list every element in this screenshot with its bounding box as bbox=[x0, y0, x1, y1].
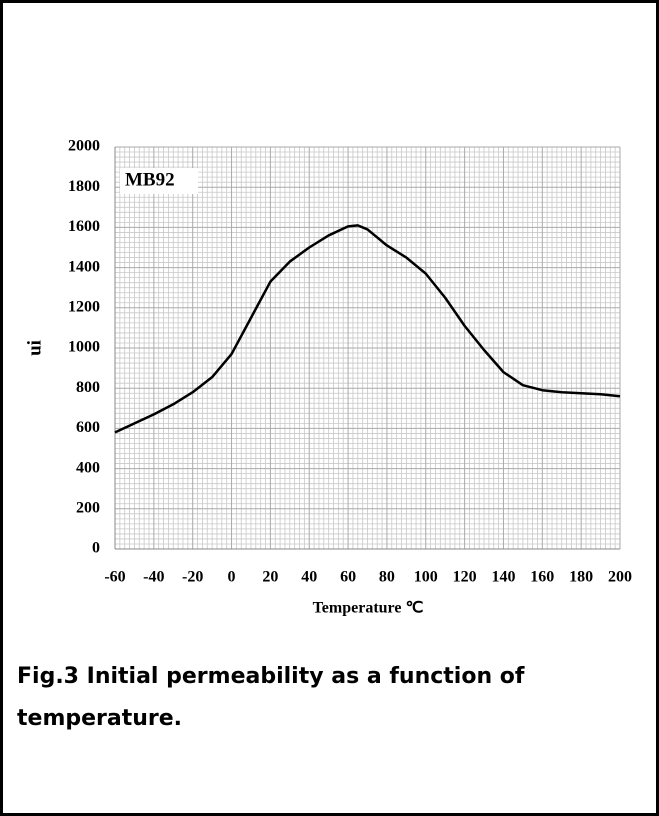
y-tick-label: 0 bbox=[92, 540, 100, 557]
x-tick-label: 200 bbox=[608, 569, 632, 586]
annotation: MB92 bbox=[125, 169, 175, 190]
y-tick-label: 1200 bbox=[68, 298, 100, 315]
y-tick-label: 800 bbox=[76, 379, 100, 396]
y-tick-label: 600 bbox=[76, 419, 100, 436]
x-tick-label: 160 bbox=[530, 569, 554, 586]
y-axis-label: ui bbox=[24, 340, 45, 356]
x-tick-label: 120 bbox=[453, 569, 477, 586]
y-tick-label: 1600 bbox=[68, 218, 100, 235]
y-tick-label: 1400 bbox=[68, 258, 100, 275]
x-tick-label: 40 bbox=[301, 569, 317, 586]
x-tick-label: 140 bbox=[491, 569, 515, 586]
x-tick-label: -40 bbox=[143, 569, 164, 586]
x-tick-label: 60 bbox=[340, 569, 356, 586]
x-tick-label: -20 bbox=[182, 569, 203, 586]
caption: Fig.3 Initial permeability as a function… bbox=[17, 664, 525, 731]
x-tick-label: 80 bbox=[379, 569, 395, 586]
y-tick-label: 400 bbox=[76, 459, 100, 476]
y-tick-label: 2000 bbox=[68, 138, 100, 155]
x-tick-label: 100 bbox=[414, 569, 438, 586]
annotation-bg bbox=[120, 168, 198, 194]
x-tick-label: 180 bbox=[569, 569, 593, 586]
x-tick-label: 0 bbox=[228, 569, 236, 586]
x-tick-label: -60 bbox=[104, 569, 125, 586]
data-line bbox=[114, 224, 621, 434]
x-tick-label: 20 bbox=[262, 569, 278, 586]
y-tick-label: 200 bbox=[76, 499, 100, 516]
y-tick-label: 1000 bbox=[68, 339, 100, 356]
y-tick-label: 1800 bbox=[68, 178, 100, 195]
x-axis-label: Temperature ℃ bbox=[313, 600, 424, 617]
